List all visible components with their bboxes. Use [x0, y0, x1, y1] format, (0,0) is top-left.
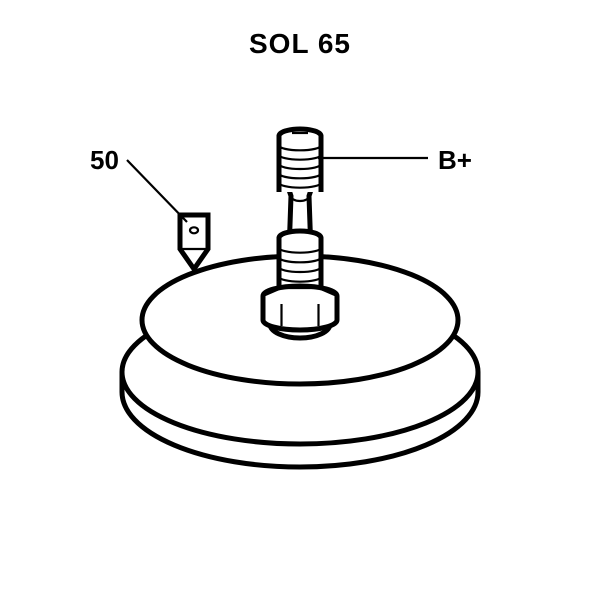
solenoid-diagram	[0, 0, 600, 600]
